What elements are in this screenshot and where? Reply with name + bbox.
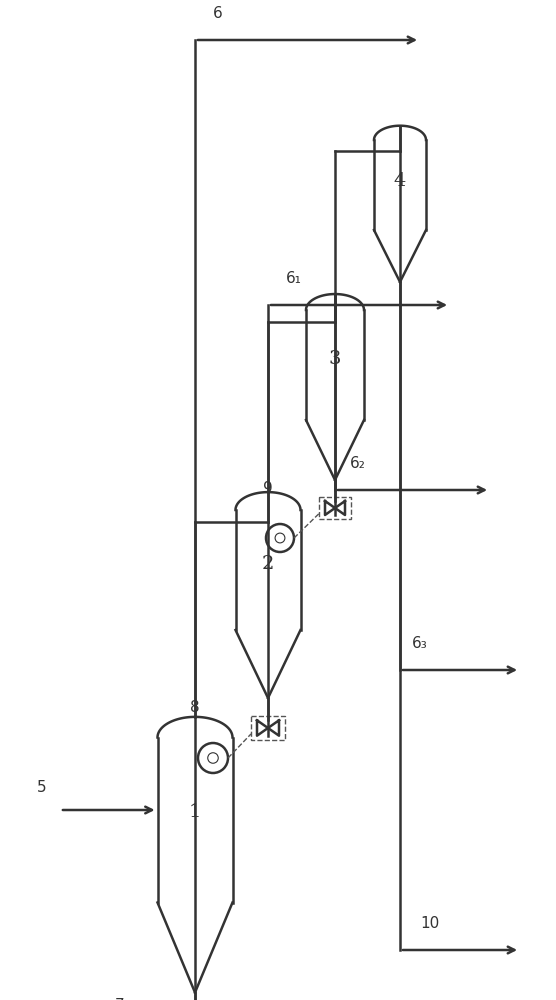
- Text: 7: 7: [115, 998, 125, 1000]
- Text: 1: 1: [189, 803, 201, 821]
- Text: 3: 3: [329, 351, 341, 368]
- Bar: [266, 726, 270, 730]
- Text: 9: 9: [263, 481, 273, 496]
- Text: 5: 5: [37, 780, 47, 795]
- Text: 10: 10: [420, 916, 439, 931]
- Bar: [251, 716, 285, 740]
- Text: 4: 4: [394, 172, 406, 190]
- Bar: [333, 506, 337, 510]
- Text: 8: 8: [190, 700, 200, 715]
- Bar: [319, 497, 351, 519]
- Text: 6: 6: [213, 6, 223, 21]
- Text: 6₃: 6₃: [412, 636, 428, 651]
- Text: 6₁: 6₁: [286, 271, 302, 286]
- Text: 6₂: 6₂: [350, 456, 366, 471]
- Text: 2: 2: [262, 555, 274, 573]
